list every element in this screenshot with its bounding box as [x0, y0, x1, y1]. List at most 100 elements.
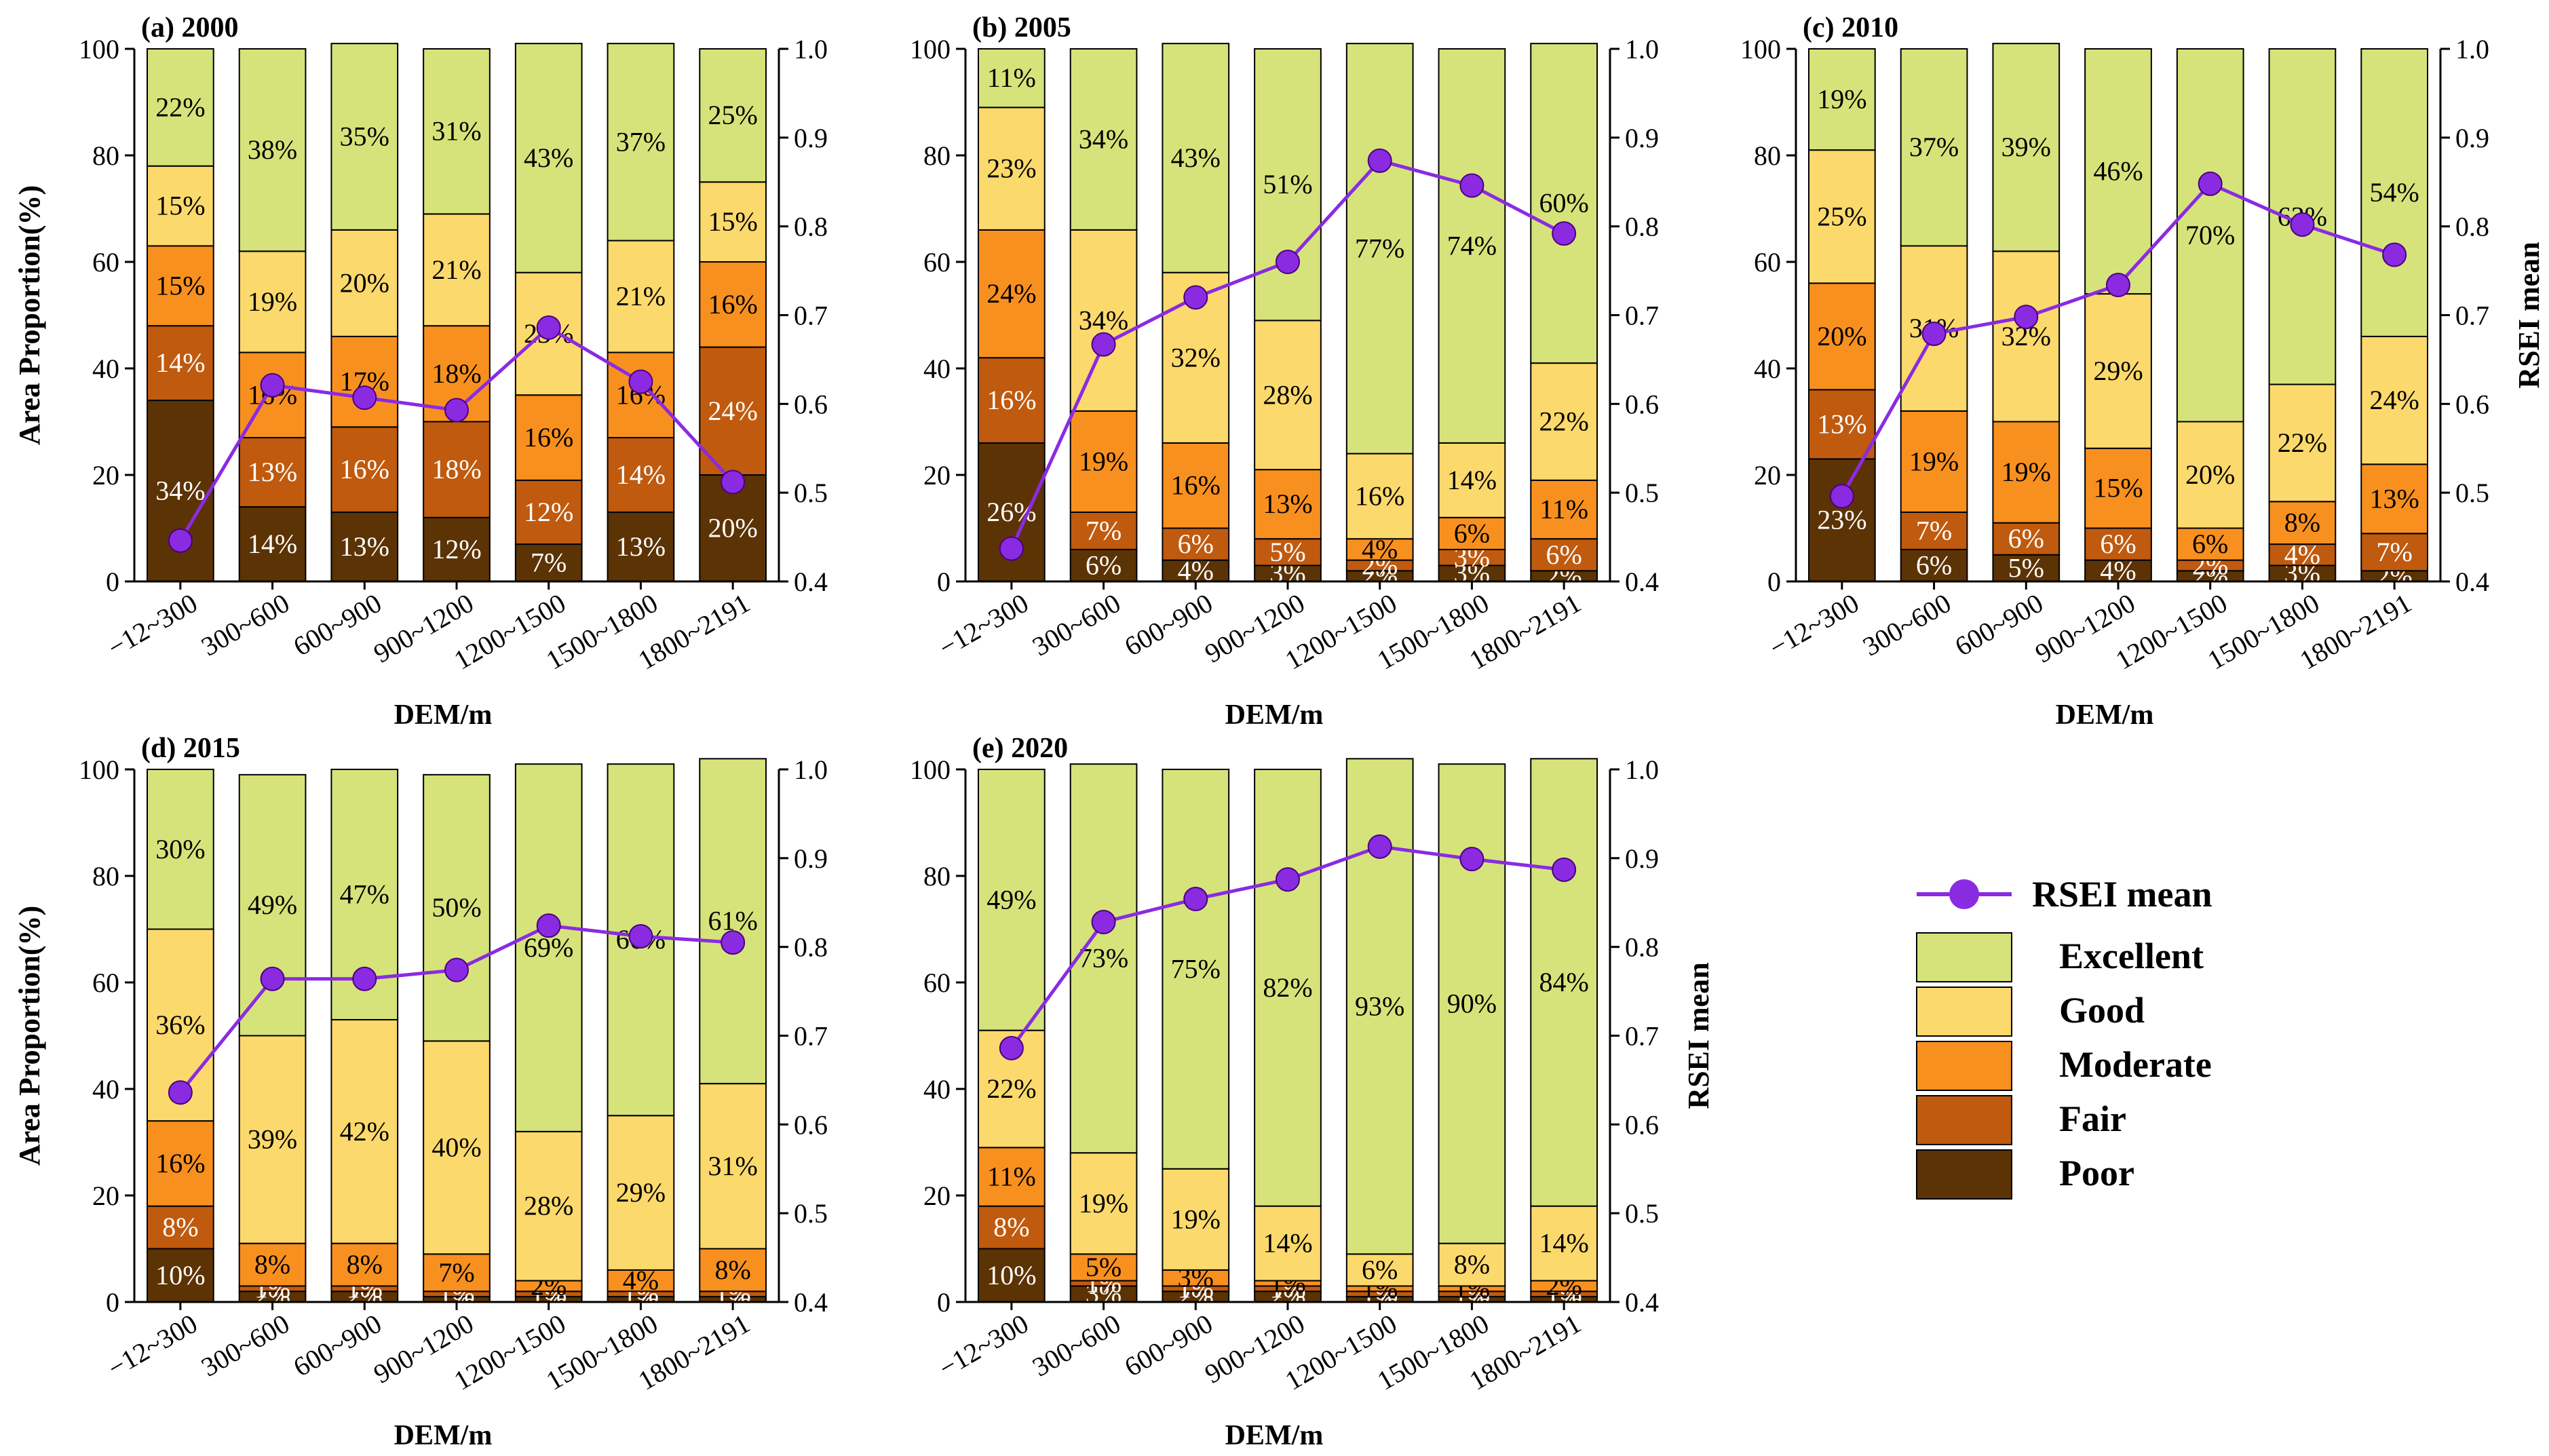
- data-label: 39%: [248, 1124, 297, 1155]
- data-label: 20%: [708, 513, 757, 543]
- bar-moderate: [1808, 282, 1876, 391]
- data-label: 13%: [616, 531, 666, 562]
- y2-tick-label: 0.6: [1625, 1109, 1659, 1140]
- y2-tick-label: 0.4: [1625, 1287, 1659, 1318]
- y-tick-label: 20: [923, 1181, 951, 1211]
- data-label: 28%: [1263, 379, 1312, 410]
- data-label: 5%: [1269, 537, 1305, 567]
- data-label: 75%: [1171, 953, 1221, 984]
- panel-3: 10%8%16%36%30%2%1%8%39%49%2%1%8%42%47%1%…: [13, 733, 828, 1451]
- data-label: 16%: [708, 289, 757, 320]
- bar-excellent: [1530, 758, 1598, 1207]
- bar-moderate: [423, 1253, 491, 1292]
- data-label: 14%: [248, 529, 297, 559]
- bar-fair: [2360, 533, 2428, 572]
- data-label: 19%: [1079, 1188, 1128, 1219]
- y-tick-label: 40: [923, 1074, 951, 1105]
- bar-good: [607, 1115, 675, 1271]
- y2-axis-label: RSEI mean: [1682, 962, 1715, 1109]
- panel-title: (b) 2005: [972, 12, 1071, 43]
- data-label: 19%: [1171, 1204, 1221, 1234]
- rsei-mean-point: [168, 528, 193, 553]
- rsei-mean-point: [1459, 173, 1484, 198]
- x-tick-label: 600~900: [1119, 1308, 1218, 1383]
- y2-tick-label: 0.9: [2455, 123, 2489, 153]
- data-label: 8%: [347, 1249, 383, 1280]
- data-label: 30%: [155, 834, 205, 864]
- rsei-mean-point: [721, 470, 746, 495]
- bar-good: [1530, 1205, 1598, 1282]
- rsei-mean-point: [628, 369, 653, 394]
- bar-fair: [1808, 389, 1876, 460]
- rsei-mean-point: [1552, 221, 1577, 246]
- y2-tick-label: 0.6: [794, 1109, 828, 1140]
- legend-label-good: Good: [2059, 990, 2145, 1031]
- data-label: 60%: [1539, 188, 1588, 218]
- data-label: 13%: [1263, 488, 1312, 519]
- bar-excellent: [1900, 48, 1968, 247]
- x-tick-label: −12~300: [934, 588, 1033, 663]
- panel-2: 23%13%20%25%19%6%7%19%31%37%5%6%19%32%39…: [1740, 12, 2546, 731]
- y2-tick-label: 0.5: [1625, 478, 1659, 508]
- y-tick-label: 80: [92, 140, 119, 171]
- y2-tick-label: 1.0: [794, 754, 828, 785]
- data-label: 31%: [432, 116, 481, 147]
- bar-poor: [423, 516, 491, 582]
- bar-good: [699, 1083, 767, 1250]
- x-axis-label: DEM/m: [1225, 1420, 1324, 1451]
- data-label: 74%: [1447, 230, 1497, 261]
- data-label: 40%: [432, 1132, 481, 1162]
- y-tick-label: 0: [1767, 567, 1781, 597]
- y-tick-label: 20: [92, 460, 119, 491]
- data-label: 19%: [248, 286, 297, 317]
- rsei-mean-point: [2290, 212, 2315, 237]
- y2-tick-label: 0.4: [794, 1287, 828, 1318]
- y2-tick-label: 0.5: [794, 478, 828, 508]
- x-tick-label: 300~600: [1027, 588, 1126, 662]
- bar-fair: [423, 421, 491, 518]
- bar-fair: [1162, 527, 1230, 561]
- y-tick-label: 40: [92, 1074, 119, 1105]
- legend: RSEI mean Excellent Good Moderate Fair Poor: [1916, 874, 2212, 1200]
- y2-tick-label: 1.0: [2455, 34, 2489, 64]
- x-tick-label: 600~900: [1950, 588, 2048, 662]
- y-tick-label: 100: [910, 754, 951, 785]
- y2-tick-label: 0.8: [794, 932, 828, 963]
- x-axis-label: DEM/m: [1225, 700, 1324, 731]
- y2-tick-label: 0.6: [794, 389, 828, 419]
- bar-excellent: [2084, 48, 2152, 295]
- data-label: 49%: [248, 889, 297, 920]
- data-label: 19%: [2001, 457, 2051, 487]
- data-label: 8%: [254, 1249, 290, 1280]
- legend-swatch-good: [1916, 986, 2012, 1037]
- rsei-mean-point: [1183, 285, 1208, 310]
- y-tick-label: 100: [1740, 34, 1781, 64]
- bar-excellent: [1254, 48, 1322, 322]
- panel-4: 10%8%11%22%49%3%1%5%19%73%2%1%3%19%75%2%…: [910, 733, 1715, 1451]
- rsei-mean-point: [2106, 273, 2130, 298]
- data-label: 19%: [1079, 446, 1128, 476]
- data-label: 12%: [524, 497, 573, 527]
- bar-good: [238, 250, 307, 353]
- data-label: 90%: [1447, 988, 1497, 1018]
- bar-excellent: [2176, 48, 2244, 423]
- bar-moderate: [1345, 538, 1414, 561]
- data-label: 25%: [708, 100, 757, 130]
- bar-fair: [978, 357, 1046, 444]
- bar-good: [1254, 320, 1322, 471]
- bar-fair: [238, 437, 307, 508]
- legend-swatch-poor: [1916, 1149, 2012, 1200]
- data-label: 32%: [1171, 342, 1221, 372]
- legend-label-fair: Fair: [2059, 1098, 2126, 1139]
- y-tick-label: 80: [92, 861, 119, 892]
- rsei-mean-point: [1091, 332, 1116, 357]
- y-axis-label: Area Proportion(%): [13, 185, 46, 445]
- bar-moderate: [699, 1248, 767, 1292]
- bar-good: [1438, 442, 1506, 518]
- y-tick-label: 80: [1754, 140, 1781, 171]
- data-label: 20%: [2185, 459, 2235, 490]
- y2-tick-label: 0.5: [2455, 478, 2489, 508]
- y-tick-label: 0: [937, 1287, 951, 1318]
- data-label: 22%: [986, 1073, 1036, 1104]
